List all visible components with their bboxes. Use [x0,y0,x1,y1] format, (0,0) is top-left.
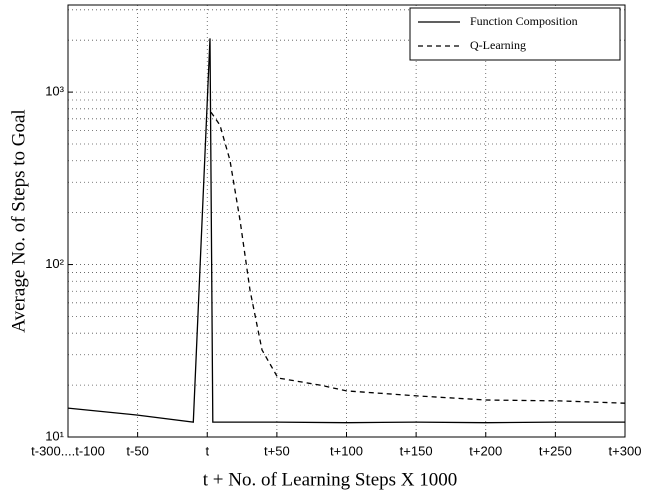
plot-frame [67,4,626,438]
x-tick-label: t+300 [609,443,642,458]
x-tick-label: t-300....t-100 [31,443,105,458]
legend-label: Q-Learning [470,38,526,52]
y-tick-label: 10² [45,256,64,271]
x-tick-label: t+50 [264,443,290,458]
x-axis-label: t + No. of Learning Steps X 1000 [203,469,458,490]
y-tick-label: 10¹ [45,428,64,443]
legend-box [409,7,621,61]
series-line [210,111,626,404]
legend-label: Function Composition [470,14,578,28]
x-tick-label: t+150 [400,443,433,458]
y-tick-label: 10³ [45,84,64,99]
x-tick-label: t+100 [330,443,363,458]
y-axis-label: Average No. of Steps to Goal [8,109,29,332]
x-tick-label: t+200 [469,443,502,458]
series-line [67,38,625,424]
x-tick-label: t+250 [539,443,572,458]
x-tick-label: t-50 [126,443,148,458]
x-tick-label: t [205,443,209,458]
